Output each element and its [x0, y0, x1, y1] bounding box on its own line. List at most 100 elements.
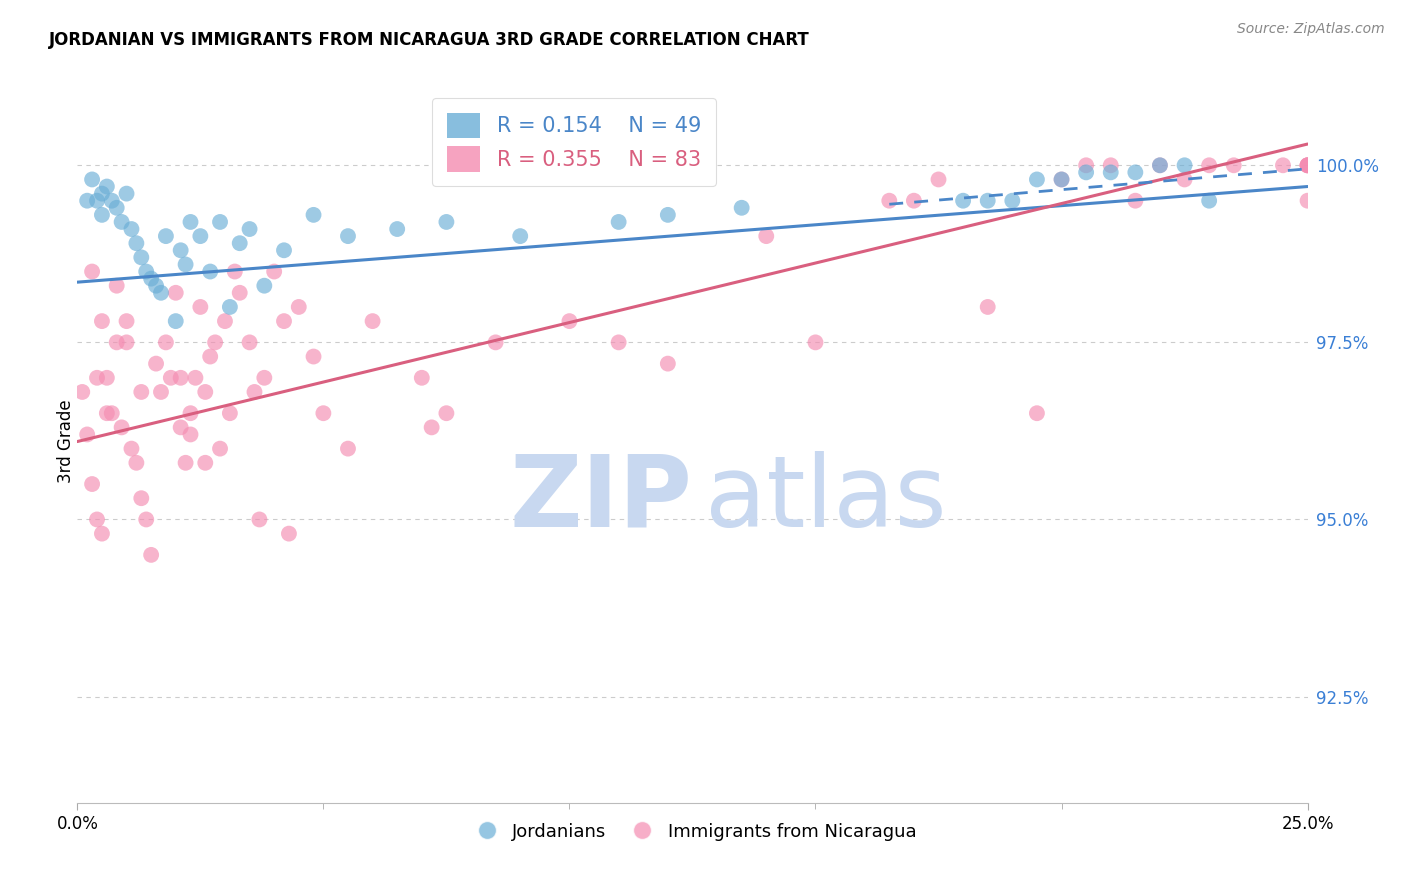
- Point: [141, 271, 163, 285]
- Point: [1149, 158, 1171, 172]
- Point: [96, 179, 118, 194]
- Point: [1296, 158, 1319, 172]
- Point: [111, 215, 132, 229]
- Point: [115, 314, 138, 328]
- Point: [249, 512, 271, 526]
- Point: [209, 442, 232, 456]
- Point: [155, 229, 177, 244]
- Point: [121, 222, 143, 236]
- Point: [70, 384, 93, 399]
- Point: [180, 427, 202, 442]
- Text: atlas: atlas: [704, 450, 946, 548]
- Point: [188, 229, 212, 244]
- Point: [165, 285, 187, 300]
- Point: [111, 420, 132, 434]
- Point: [90, 314, 114, 328]
- Point: [1026, 406, 1049, 420]
- Text: ZIP: ZIP: [509, 450, 693, 548]
- Point: [125, 456, 148, 470]
- Point: [1174, 172, 1197, 186]
- Point: [509, 229, 531, 244]
- Point: [228, 285, 252, 300]
- Text: JORDANIAN VS IMMIGRANTS FROM NICARAGUA 3RD GRADE CORRELATION CHART: JORDANIAN VS IMMIGRANTS FROM NICARAGUA 3…: [49, 31, 810, 49]
- Point: [141, 548, 163, 562]
- Point: [273, 314, 295, 328]
- Point: [436, 406, 458, 420]
- Point: [1174, 158, 1197, 172]
- Point: [82, 172, 104, 186]
- Point: [278, 526, 301, 541]
- Point: [1099, 158, 1122, 172]
- Point: [90, 208, 114, 222]
- Point: [129, 251, 153, 265]
- Point: [1076, 158, 1098, 172]
- Point: [977, 194, 1000, 208]
- Point: [86, 371, 108, 385]
- Point: [657, 357, 679, 371]
- Point: [150, 285, 173, 300]
- Point: [129, 384, 153, 399]
- Point: [90, 186, 114, 201]
- Point: [420, 420, 443, 434]
- Point: [170, 244, 193, 258]
- Point: [135, 512, 157, 526]
- Point: [105, 201, 128, 215]
- Point: [1001, 194, 1024, 208]
- Point: [243, 384, 266, 399]
- Point: [86, 512, 108, 526]
- Point: [1125, 194, 1147, 208]
- Point: [180, 406, 202, 420]
- Point: [180, 215, 202, 229]
- Point: [82, 477, 104, 491]
- Point: [96, 406, 118, 420]
- Point: [105, 278, 128, 293]
- Point: [200, 264, 222, 278]
- Point: [253, 278, 276, 293]
- Point: [165, 314, 187, 328]
- Point: [200, 350, 222, 364]
- Point: [1050, 172, 1073, 186]
- Point: [977, 300, 1000, 314]
- Point: [219, 300, 242, 314]
- Point: [903, 194, 925, 208]
- Y-axis label: 3rd Grade: 3rd Grade: [58, 400, 75, 483]
- Point: [145, 278, 167, 293]
- Point: [1223, 158, 1246, 172]
- Point: [145, 357, 167, 371]
- Point: [312, 406, 335, 420]
- Point: [1050, 172, 1073, 186]
- Point: [214, 314, 236, 328]
- Point: [731, 201, 754, 215]
- Point: [804, 335, 827, 350]
- Point: [160, 371, 183, 385]
- Point: [1296, 158, 1319, 172]
- Point: [657, 208, 679, 222]
- Point: [952, 194, 974, 208]
- Point: [184, 371, 207, 385]
- Point: [129, 491, 153, 506]
- Point: [194, 384, 217, 399]
- Point: [263, 264, 285, 278]
- Point: [170, 371, 193, 385]
- Point: [1125, 165, 1147, 179]
- Point: [1099, 165, 1122, 179]
- Point: [385, 222, 409, 236]
- Point: [253, 371, 276, 385]
- Point: [558, 314, 581, 328]
- Point: [239, 335, 262, 350]
- Point: [436, 215, 458, 229]
- Point: [82, 264, 104, 278]
- Point: [755, 229, 778, 244]
- Point: [174, 456, 197, 470]
- Point: [96, 371, 118, 385]
- Point: [1026, 172, 1049, 186]
- Point: [1198, 194, 1220, 208]
- Point: [204, 335, 226, 350]
- Point: [273, 244, 295, 258]
- Point: [174, 257, 197, 271]
- Point: [288, 300, 311, 314]
- Point: [928, 172, 950, 186]
- Point: [607, 335, 630, 350]
- Point: [125, 236, 148, 251]
- Point: [1272, 158, 1295, 172]
